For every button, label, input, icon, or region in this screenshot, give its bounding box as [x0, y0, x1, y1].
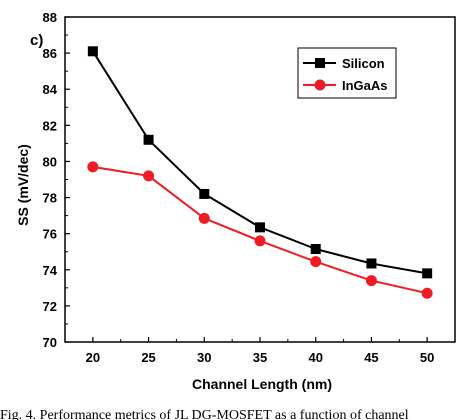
- y-tick-label: 72: [43, 299, 57, 314]
- data-point-ingaas: [87, 161, 99, 173]
- legend-label-silicon: Silicon: [342, 56, 385, 71]
- series-layer: [87, 46, 433, 299]
- x-tick-label: 45: [364, 350, 378, 365]
- figure-caption: Fig. 4. Performance metrics of JL DG-MOS…: [0, 408, 409, 420]
- data-point-silicon: [310, 244, 321, 255]
- data-point-silicon: [422, 268, 433, 279]
- data-point-ingaas: [254, 235, 266, 247]
- x-tick-label: 50: [420, 350, 434, 365]
- data-point-ingaas: [421, 287, 433, 299]
- data-point-ingaas: [143, 170, 155, 182]
- data-point-silicon: [199, 188, 210, 199]
- panel-label: c): [30, 32, 43, 49]
- x-tick-label: 25: [141, 350, 155, 365]
- legend-box: [297, 47, 397, 99]
- x-axis-title: Channel Length (nm): [192, 376, 332, 392]
- data-point-ingaas: [310, 256, 322, 268]
- x-tick-label: 35: [253, 350, 267, 365]
- data-point-silicon: [255, 222, 265, 233]
- y-tick-label: 80: [43, 154, 57, 169]
- data-point-ingaas: [198, 212, 210, 224]
- x-tick-label: 20: [86, 350, 100, 365]
- y-tick-label: 88: [43, 10, 57, 25]
- x-tick-label: 40: [308, 350, 322, 365]
- data-point-silicon: [87, 46, 98, 57]
- data-point-silicon: [366, 258, 377, 269]
- y-tick-label: 76: [43, 227, 57, 242]
- y-tick-label: 82: [43, 118, 57, 133]
- data-point-silicon: [143, 134, 154, 145]
- x-tick-label: 30: [197, 350, 211, 365]
- y-axis-title: SS (mV/dec): [15, 144, 31, 226]
- y-tick-label: 84: [43, 82, 58, 97]
- data-point-ingaas: [365, 275, 377, 287]
- chart: 70 72 74 76 78 80 82 84 86 88 20 25 30 35 40 45 50 c) SS…: [15, 10, 456, 392]
- y-tick-label: 78: [43, 191, 57, 206]
- legend-marker-ingaas: [314, 79, 326, 91]
- y-tick-label: 74: [43, 263, 58, 278]
- legend-label-ingaas: InGaAs: [342, 78, 388, 93]
- y-tick-label: 70: [43, 335, 57, 350]
- axes: 70 72 74 76 78 80 82 84 86 88 20 25 30 35 40 45 50: [43, 10, 456, 365]
- y-tick-label: 86: [43, 46, 57, 61]
- legend-marker-silicon: [315, 58, 325, 68]
- legend: Silicon InGaAs: [297, 47, 397, 99]
